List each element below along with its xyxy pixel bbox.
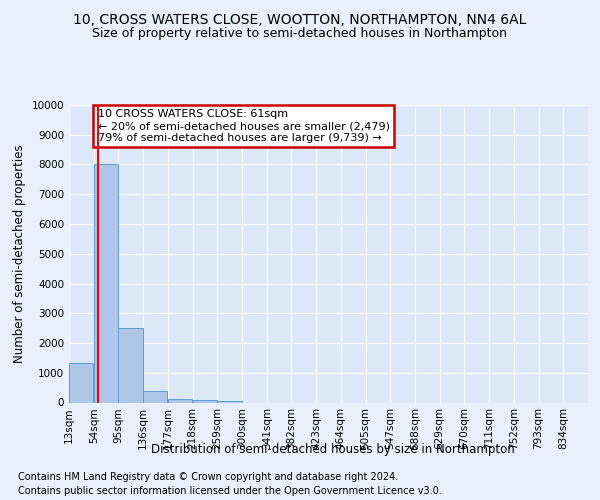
Text: Size of property relative to semi-detached houses in Northampton: Size of property relative to semi-detach…: [92, 28, 508, 40]
Text: 10 CROSS WATERS CLOSE: 61sqm
← 20% of semi-detached houses are smaller (2,479)
7: 10 CROSS WATERS CLOSE: 61sqm ← 20% of se…: [98, 110, 389, 142]
Text: Contains public sector information licensed under the Open Government Licence v3: Contains public sector information licen…: [18, 486, 442, 496]
Y-axis label: Number of semi-detached properties: Number of semi-detached properties: [13, 144, 26, 363]
Bar: [143, 392, 167, 402]
Bar: [94, 164, 118, 402]
Text: Contains HM Land Registry data © Crown copyright and database right 2024.: Contains HM Land Registry data © Crown c…: [18, 472, 398, 482]
Bar: [168, 398, 192, 402]
Bar: [217, 401, 242, 402]
Text: Distribution of semi-detached houses by size in Northampton: Distribution of semi-detached houses by …: [151, 442, 515, 456]
Bar: [118, 328, 143, 402]
Bar: [193, 400, 217, 402]
Text: 10, CROSS WATERS CLOSE, WOOTTON, NORTHAMPTON, NN4 6AL: 10, CROSS WATERS CLOSE, WOOTTON, NORTHAM…: [73, 12, 527, 26]
Bar: [69, 363, 93, 403]
